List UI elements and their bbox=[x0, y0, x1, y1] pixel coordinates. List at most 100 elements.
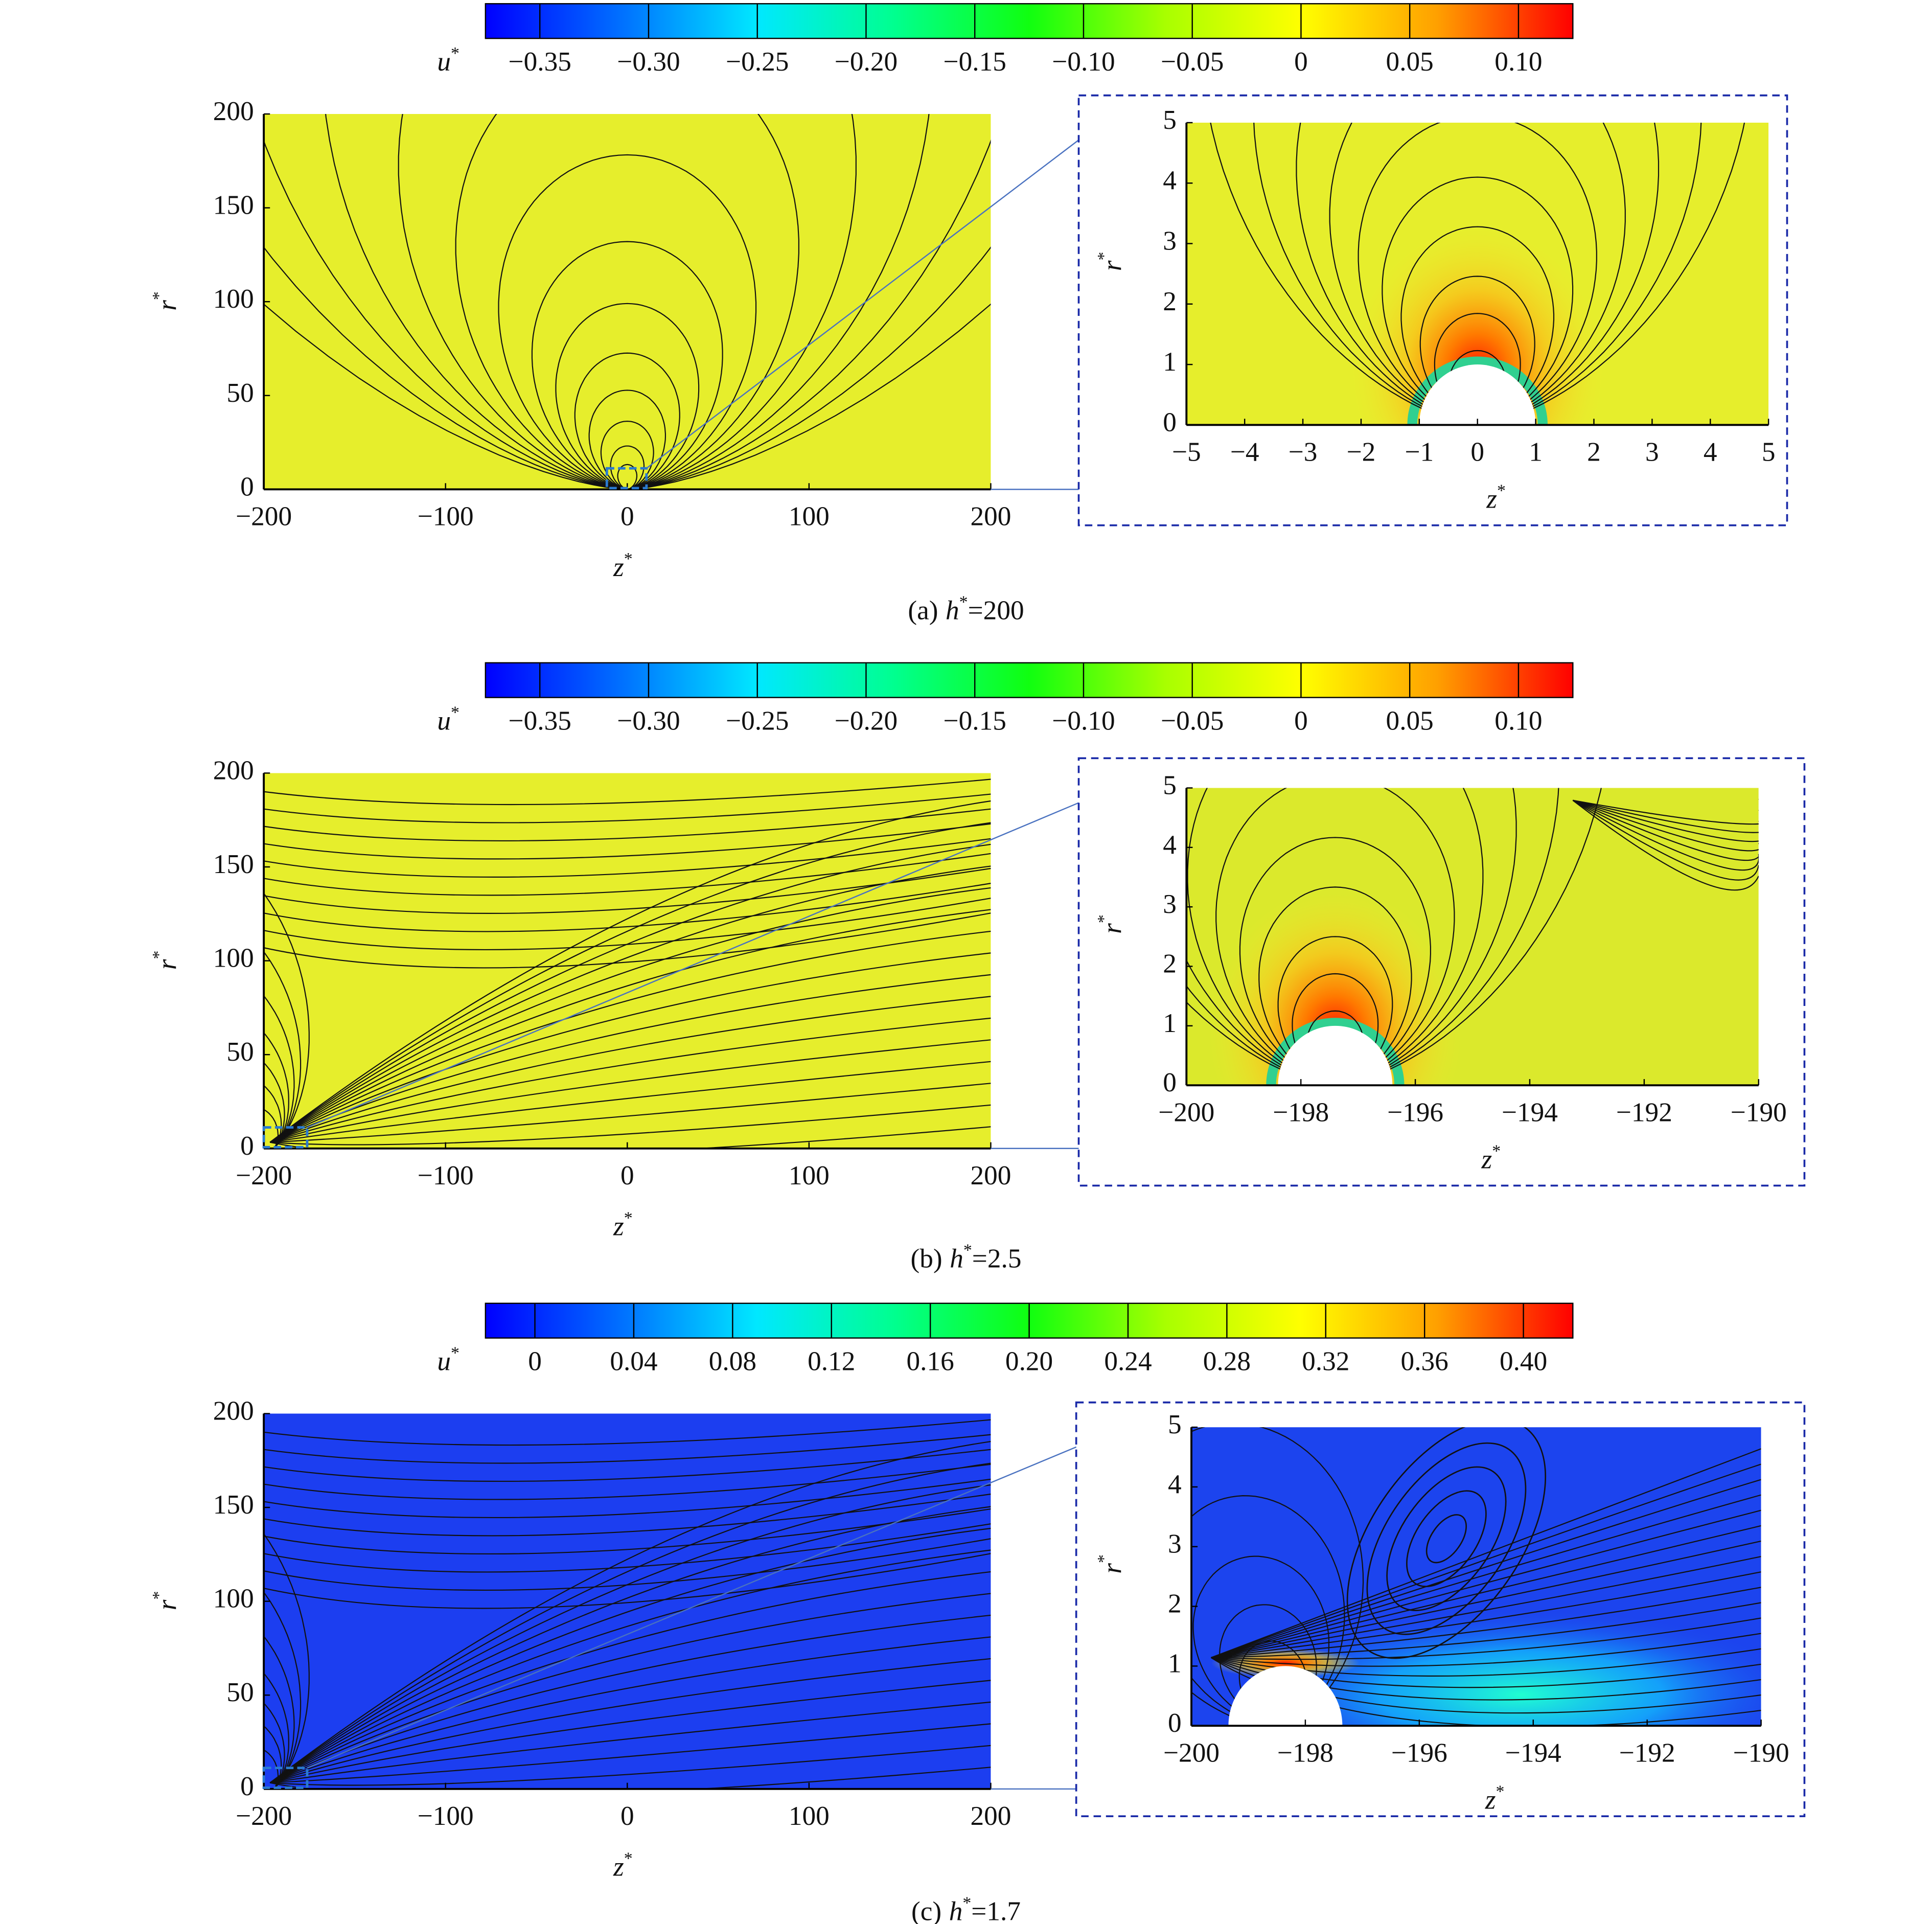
colorbar-label-part: * bbox=[451, 1344, 459, 1363]
colorbar-tick-label-part: −0.25 bbox=[726, 46, 789, 77]
colorbar-tick-label-part: −0.15 bbox=[944, 46, 1006, 77]
y-tick-label: 0 bbox=[1163, 407, 1177, 438]
axis-label-part: z bbox=[613, 1851, 624, 1882]
particle bbox=[1228, 1666, 1343, 1726]
x-tick-label-part: 0 bbox=[620, 501, 634, 532]
y-tick-label-part: 0 bbox=[240, 1771, 254, 1801]
streamline bbox=[264, 1449, 991, 1482]
streamline bbox=[269, 1593, 991, 1783]
streamline bbox=[270, 1083, 991, 1143]
colorbar-tick-label: 0.40 bbox=[1500, 1346, 1547, 1377]
colorbar-tick-label-part: 0.10 bbox=[1494, 705, 1542, 736]
streamline bbox=[1211, 1540, 1761, 1658]
streamline bbox=[1186, 788, 1559, 1086]
x-tick-label-part: 200 bbox=[970, 1160, 1011, 1190]
streamline bbox=[264, 1553, 991, 1609]
x-tick-label-part: −3 bbox=[1289, 437, 1318, 467]
x-tick-label-part: −198 bbox=[1273, 1097, 1329, 1128]
streamline bbox=[269, 1636, 991, 1783]
axis-label-part: * bbox=[1094, 914, 1113, 923]
y-tick-label: 100 bbox=[213, 1583, 254, 1614]
streamline bbox=[269, 1549, 991, 1783]
caption-part: =200 bbox=[968, 595, 1024, 626]
x-tick-label-part: 0 bbox=[620, 1160, 634, 1190]
y-tick-label-part: 4 bbox=[1163, 165, 1177, 195]
y-tick-label: 100 bbox=[213, 943, 254, 973]
axis-label-part: r bbox=[1096, 923, 1127, 934]
streamline bbox=[1253, 122, 1702, 425]
x-tick-label: 100 bbox=[789, 1160, 830, 1190]
x-tick-label-part: −196 bbox=[1391, 1737, 1447, 1768]
streamline bbox=[269, 1440, 991, 1783]
streamline bbox=[264, 808, 991, 841]
axis-label-part: * bbox=[624, 549, 633, 568]
y-tick-label: 1 bbox=[1163, 1007, 1177, 1038]
panel: −0.35 −0.30 −0.25 −0.20 −0.15 −0.10 −0.05 0 0.05… bbox=[149, 662, 1806, 1274]
axis-label: z* bbox=[613, 1209, 633, 1242]
streamline bbox=[264, 823, 991, 860]
streamline bbox=[264, 139, 991, 490]
streamline bbox=[1186, 788, 1517, 1086]
y-tick-label-part: 4 bbox=[1168, 1469, 1182, 1499]
x-tick-label-part: −192 bbox=[1619, 1737, 1675, 1768]
colorbar-tick-label-part: −0.05 bbox=[1161, 705, 1224, 736]
streamline bbox=[325, 113, 930, 490]
x-tick-label-part: −194 bbox=[1502, 1097, 1558, 1128]
colorbar-tick-label: −0.30 bbox=[617, 46, 680, 77]
x-tick-label-part: −100 bbox=[418, 1800, 474, 1831]
streamline bbox=[1211, 1509, 1761, 1658]
streamline bbox=[1425, 1514, 1467, 1564]
colorbar-tick-label: −0.25 bbox=[726, 46, 789, 77]
colorbar-tick-label-part: −0.10 bbox=[1052, 46, 1115, 77]
y-tick-label-part: 0 bbox=[1163, 1067, 1177, 1097]
colorbar-tick-label: 0.32 bbox=[1302, 1346, 1349, 1377]
y-tick-label-part: 100 bbox=[213, 1583, 254, 1614]
x-tick-label: −100 bbox=[418, 1800, 474, 1831]
colorbar-tick-label: −0.05 bbox=[1161, 46, 1224, 77]
x-tick-label: 1 bbox=[1529, 437, 1543, 467]
caption-part: (b) bbox=[911, 1243, 942, 1274]
axis-label: r* bbox=[149, 1591, 182, 1611]
streamline bbox=[1386, 1466, 1507, 1611]
axis-label-part: z bbox=[1481, 1144, 1492, 1175]
streamline bbox=[264, 1591, 302, 1789]
x-tick-label: −4 bbox=[1230, 437, 1259, 467]
zoom-region bbox=[262, 1126, 309, 1149]
axis-label-part: * bbox=[1094, 252, 1113, 261]
x-tick-label: 5 bbox=[1762, 437, 1776, 467]
streamline bbox=[455, 113, 799, 490]
streamline bbox=[269, 1462, 991, 1783]
inset-frame bbox=[1077, 757, 1806, 1187]
y-tick-label-part: 3 bbox=[1163, 225, 1177, 256]
axis-label-part: * bbox=[624, 1209, 633, 1228]
streamline bbox=[264, 1523, 991, 1573]
x-tick-label-part: −194 bbox=[1505, 1737, 1561, 1768]
y-tick-label-part: 1 bbox=[1168, 1648, 1182, 1679]
colorbar-tick-label: −0.20 bbox=[835, 46, 898, 77]
colorbar-tick-label-part: −0.10 bbox=[1052, 705, 1115, 736]
caption-part: =1.7 bbox=[971, 1896, 1021, 1924]
streamline bbox=[264, 883, 991, 932]
streamline bbox=[269, 1039, 991, 1143]
colorbar-tick-label: 0.28 bbox=[1203, 1346, 1251, 1377]
colorbar-tick-label: −0.15 bbox=[944, 705, 1006, 736]
y-tick-label-part: 0 bbox=[240, 1130, 254, 1161]
inset-frame bbox=[1075, 1401, 1806, 1817]
colorbar-tick-label-part: 0.28 bbox=[1203, 1346, 1251, 1377]
axis-label: z* bbox=[1485, 1782, 1505, 1815]
streamline bbox=[264, 853, 991, 896]
streamline bbox=[270, 1104, 991, 1146]
y-tick-label: 2 bbox=[1163, 286, 1177, 316]
y-tick-label: 1 bbox=[1168, 1648, 1182, 1679]
streamline bbox=[1572, 799, 1759, 852]
streamline bbox=[264, 793, 991, 823]
colorbar-tick-label: 0 bbox=[1294, 46, 1308, 77]
colorbar-tick-label-part: −0.30 bbox=[617, 705, 680, 736]
y-tick-label: 4 bbox=[1163, 165, 1177, 195]
colorbar-tick-label: 0 bbox=[1294, 705, 1308, 736]
x-tick-label: −200 bbox=[236, 1800, 292, 1831]
colorbar-tick-label-part: 0 bbox=[528, 1346, 542, 1377]
axis-label-part: r bbox=[151, 959, 182, 970]
x-tick-label-part: 100 bbox=[789, 1160, 830, 1190]
